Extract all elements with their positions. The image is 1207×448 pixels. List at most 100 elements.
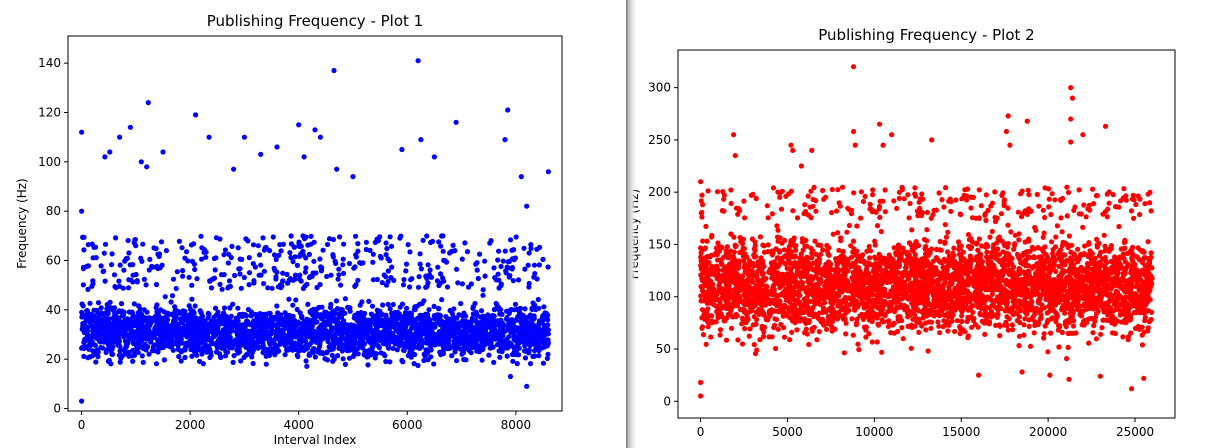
data-point bbox=[456, 328, 462, 334]
data-point bbox=[504, 340, 510, 346]
data-point bbox=[355, 277, 361, 283]
data-point bbox=[435, 264, 441, 270]
data-point bbox=[945, 229, 951, 235]
data-point bbox=[505, 259, 511, 265]
data-point bbox=[365, 362, 371, 368]
data-point bbox=[370, 334, 376, 340]
data-point bbox=[478, 308, 485, 314]
data-point bbox=[319, 304, 325, 310]
outlier-point bbox=[502, 137, 508, 143]
data-point bbox=[189, 282, 195, 288]
data-point bbox=[451, 331, 457, 338]
data-point bbox=[213, 342, 220, 348]
data-point bbox=[383, 282, 390, 288]
data-point bbox=[346, 260, 353, 267]
data-point bbox=[351, 322, 357, 328]
data-point bbox=[983, 244, 989, 250]
data-point bbox=[709, 232, 715, 238]
data-point bbox=[232, 272, 238, 279]
data-point bbox=[426, 307, 432, 313]
data-point bbox=[80, 282, 86, 288]
data-point bbox=[946, 287, 952, 293]
data-point bbox=[85, 286, 91, 292]
data-point bbox=[1005, 222, 1011, 228]
data-point bbox=[185, 321, 191, 328]
data-point bbox=[332, 331, 338, 337]
data-point bbox=[95, 354, 101, 360]
data-point bbox=[102, 241, 109, 247]
data-point bbox=[250, 261, 256, 267]
data-point bbox=[122, 322, 128, 329]
data-point bbox=[370, 277, 376, 283]
data-point bbox=[272, 267, 278, 273]
data-point bbox=[188, 242, 195, 248]
data-point bbox=[80, 234, 86, 240]
data-point bbox=[542, 329, 548, 335]
data-point bbox=[336, 272, 342, 278]
data-point bbox=[343, 328, 349, 334]
data-point bbox=[879, 349, 885, 355]
y-tick-label: 40 bbox=[46, 303, 61, 317]
data-point bbox=[479, 324, 485, 331]
data-point bbox=[536, 262, 543, 268]
data-point bbox=[385, 339, 391, 345]
data-point bbox=[545, 340, 552, 346]
chart-2: Publishing Frequency - Plot 20 5000 10000 1… bbox=[627, 26, 1176, 439]
data-point bbox=[307, 351, 313, 357]
data-point bbox=[1054, 223, 1060, 229]
data-point bbox=[495, 271, 501, 277]
data-point bbox=[287, 338, 293, 344]
data-point bbox=[237, 271, 243, 277]
data-point bbox=[470, 304, 476, 310]
data-point bbox=[1040, 234, 1046, 240]
data-point bbox=[394, 328, 401, 334]
data-point bbox=[119, 313, 126, 319]
data-point bbox=[1049, 239, 1055, 245]
data-point bbox=[217, 281, 223, 287]
data-point bbox=[221, 272, 227, 278]
data-point bbox=[333, 298, 340, 304]
data-point bbox=[1009, 322, 1015, 328]
data-point bbox=[370, 251, 376, 257]
data-point bbox=[472, 325, 478, 331]
data-point bbox=[340, 270, 347, 276]
data-point bbox=[303, 338, 309, 344]
data-point bbox=[241, 274, 247, 281]
data-point bbox=[502, 248, 508, 254]
data-point bbox=[265, 285, 271, 291]
data-point bbox=[312, 354, 318, 360]
data-point bbox=[513, 234, 519, 240]
data-point bbox=[339, 348, 345, 354]
data-point bbox=[370, 259, 376, 265]
data-point bbox=[147, 256, 153, 262]
data-point bbox=[238, 285, 244, 291]
data-point bbox=[769, 211, 775, 217]
data-point bbox=[862, 193, 868, 199]
data-point bbox=[222, 330, 228, 336]
data-point bbox=[173, 328, 179, 334]
data-point bbox=[408, 325, 415, 331]
data-point bbox=[117, 319, 124, 325]
data-point bbox=[454, 315, 460, 321]
data-point bbox=[139, 328, 145, 334]
data-point bbox=[155, 320, 161, 326]
data-point bbox=[297, 276, 303, 283]
data-point bbox=[192, 303, 198, 309]
data-point bbox=[176, 353, 182, 360]
data-point bbox=[721, 196, 727, 202]
data-point bbox=[415, 362, 421, 369]
outlier-point bbox=[431, 154, 437, 160]
data-point bbox=[338, 307, 344, 313]
data-point bbox=[140, 359, 146, 365]
data-point bbox=[1015, 209, 1021, 215]
data-point bbox=[154, 263, 160, 269]
data-point bbox=[987, 234, 993, 240]
data-point bbox=[1148, 250, 1154, 256]
data-point bbox=[389, 264, 395, 270]
data-point bbox=[906, 215, 912, 221]
data-point bbox=[482, 258, 488, 264]
x-tick-label: 0 bbox=[78, 418, 86, 432]
data-point bbox=[109, 251, 115, 257]
data-point bbox=[530, 337, 536, 343]
data-point bbox=[287, 276, 293, 282]
